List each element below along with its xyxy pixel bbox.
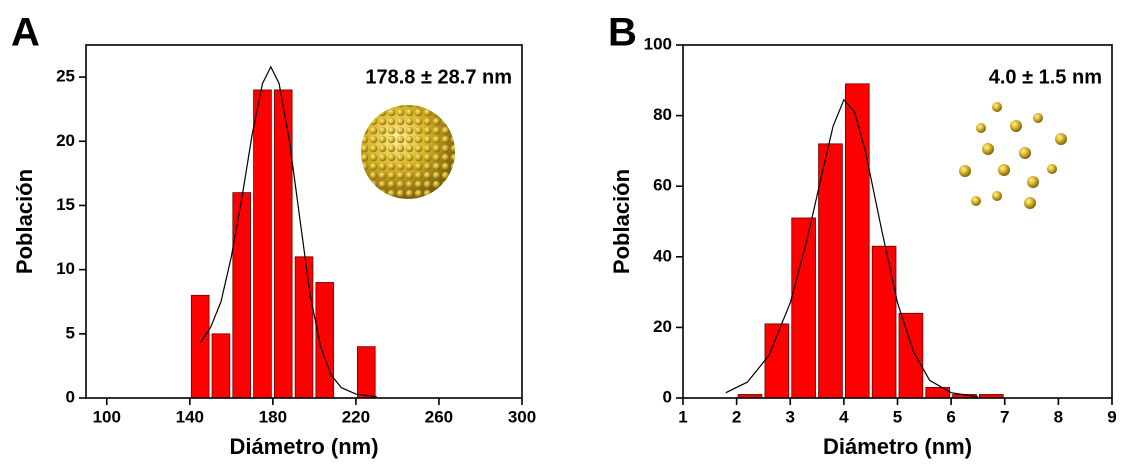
panel-label: B: [608, 11, 637, 55]
bar: [898, 312, 924, 399]
bar: [211, 333, 231, 399]
fit-curve: [199, 65, 377, 398]
x-tick-label: 2: [732, 407, 741, 426]
plot-frame: [85, 44, 523, 399]
bar: [232, 192, 251, 399]
y-tick-label: 20: [653, 317, 672, 336]
bar: [818, 143, 843, 399]
bar: [925, 387, 951, 399]
y-tick-label: 15: [56, 195, 75, 214]
x-tick-label: 300: [508, 407, 536, 426]
x-tick-label: 100: [93, 407, 121, 426]
x-tick-label: 3: [786, 407, 795, 426]
x-tick-label: 7: [1000, 407, 1009, 426]
x-tick-label: 220: [342, 407, 370, 426]
y-tick-label: 10: [56, 259, 75, 278]
y-tick-label: 60: [653, 176, 672, 195]
bar: [357, 346, 376, 399]
bar: [294, 256, 314, 399]
x-tick-label: 180: [259, 407, 287, 426]
x-tick-label: 140: [176, 407, 204, 426]
y-tick-label: 80: [653, 105, 672, 124]
bar: [253, 89, 272, 399]
x-tick-label: 5: [893, 407, 902, 426]
bar: [844, 83, 870, 399]
y-tick-label: 20: [56, 131, 75, 150]
bar: [315, 282, 335, 399]
x-axis-label: Diámetro (nm): [229, 434, 378, 459]
y-axis-label: Población: [609, 169, 634, 274]
bar: [791, 217, 816, 399]
annotation: 4.0 ± 1.5 nm: [989, 66, 1102, 88]
annotation: 178.8 ± 28.7 nm: [365, 66, 512, 88]
plot-frame: [682, 44, 1113, 399]
sphere-illustration: [361, 105, 455, 199]
x-tick-label: 8: [1054, 407, 1063, 426]
bar: [273, 89, 293, 399]
y-axis-label: Población: [12, 169, 37, 274]
y-tick-label: 5: [66, 323, 75, 342]
x-tick-label: 4: [839, 407, 849, 426]
fit-curve: [725, 98, 978, 398]
x-tick-label: 9: [1107, 407, 1116, 426]
x-tick-label: 260: [425, 407, 453, 426]
bar: [871, 245, 897, 399]
x-tick-label: 6: [946, 407, 955, 426]
y-tick-label: 40: [653, 246, 672, 265]
y-tick-label: 0: [66, 387, 75, 406]
bar: [190, 294, 210, 399]
y-tick-label: 25: [56, 67, 75, 86]
x-axis-label: Diámetro (nm): [823, 434, 972, 459]
y-tick-label: 100: [644, 34, 672, 53]
y-tick-label: 0: [663, 387, 672, 406]
x-tick-label: 1: [678, 407, 687, 426]
particles-illustration: [959, 102, 1067, 209]
panel-label: A: [11, 11, 40, 55]
